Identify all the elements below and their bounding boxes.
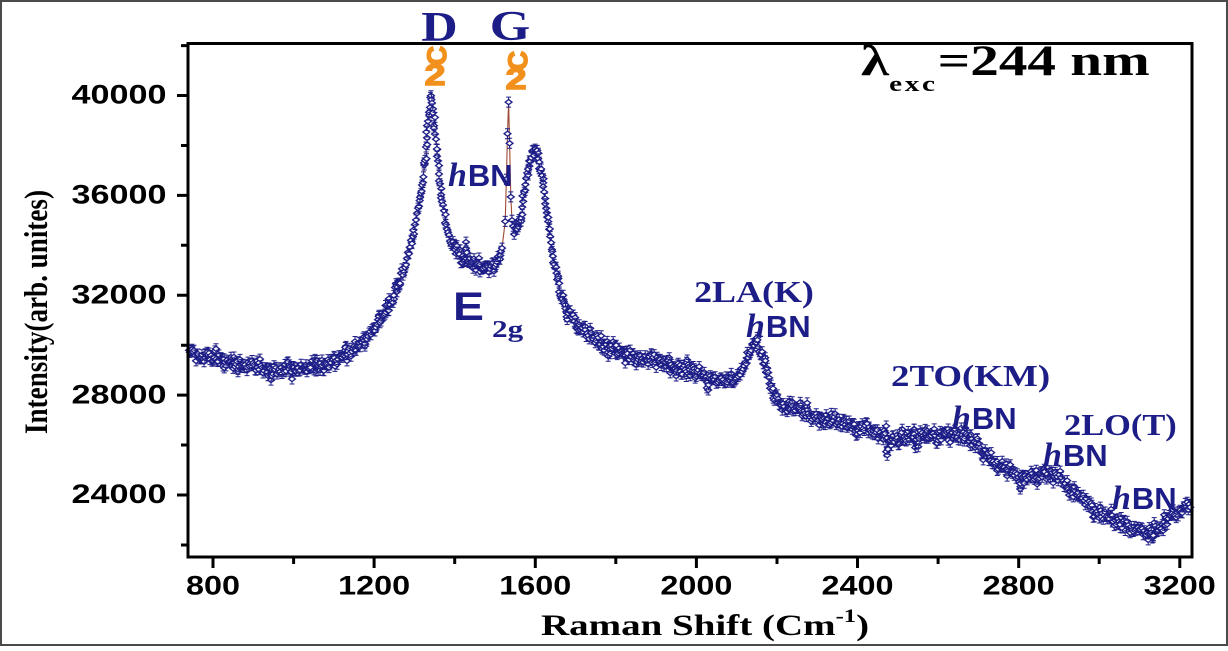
svg-text:Raman Shift (Cm-1): Raman Shift (Cm-1) bbox=[541, 605, 869, 642]
svg-text:hBN: hBN bbox=[952, 400, 1017, 437]
svg-text:32000: 32000 bbox=[72, 279, 167, 309]
svg-text:2: 2 bbox=[506, 62, 527, 96]
svg-text:1200: 1200 bbox=[338, 571, 410, 601]
svg-text:2LO(T): 2LO(T) bbox=[1064, 408, 1177, 442]
svg-text:hBN: hBN bbox=[1112, 480, 1177, 517]
svg-text:2g: 2g bbox=[492, 316, 523, 343]
svg-text:2000: 2000 bbox=[660, 571, 732, 601]
svg-text:24000: 24000 bbox=[72, 479, 167, 509]
svg-text:800: 800 bbox=[186, 571, 240, 601]
svg-text:36000: 36000 bbox=[72, 180, 167, 210]
svg-text:hBN: hBN bbox=[448, 157, 513, 194]
svg-text:2: 2 bbox=[425, 58, 446, 92]
svg-text:E: E bbox=[453, 285, 484, 329]
svg-text:D: D bbox=[421, 5, 457, 51]
svg-text:C: C bbox=[503, 51, 533, 71]
svg-text:2TO(KM): 2TO(KM) bbox=[891, 360, 1050, 394]
svg-text:hBN: hBN bbox=[746, 308, 811, 345]
svg-text:Intensity(arb. unites): Intensity(arb. unites) bbox=[18, 190, 55, 434]
svg-text:C: C bbox=[422, 46, 452, 66]
svg-text:2LA(K): 2LA(K) bbox=[694, 275, 814, 309]
svg-text:3200: 3200 bbox=[1144, 571, 1216, 601]
svg-text:G: G bbox=[490, 4, 531, 50]
svg-text:40000: 40000 bbox=[72, 80, 167, 110]
svg-text:2400: 2400 bbox=[822, 571, 894, 601]
svg-text:1600: 1600 bbox=[499, 571, 571, 601]
svg-text:28000: 28000 bbox=[72, 379, 167, 409]
svg-text:2800: 2800 bbox=[983, 571, 1055, 601]
svg-text:hBN: hBN bbox=[1043, 437, 1108, 474]
